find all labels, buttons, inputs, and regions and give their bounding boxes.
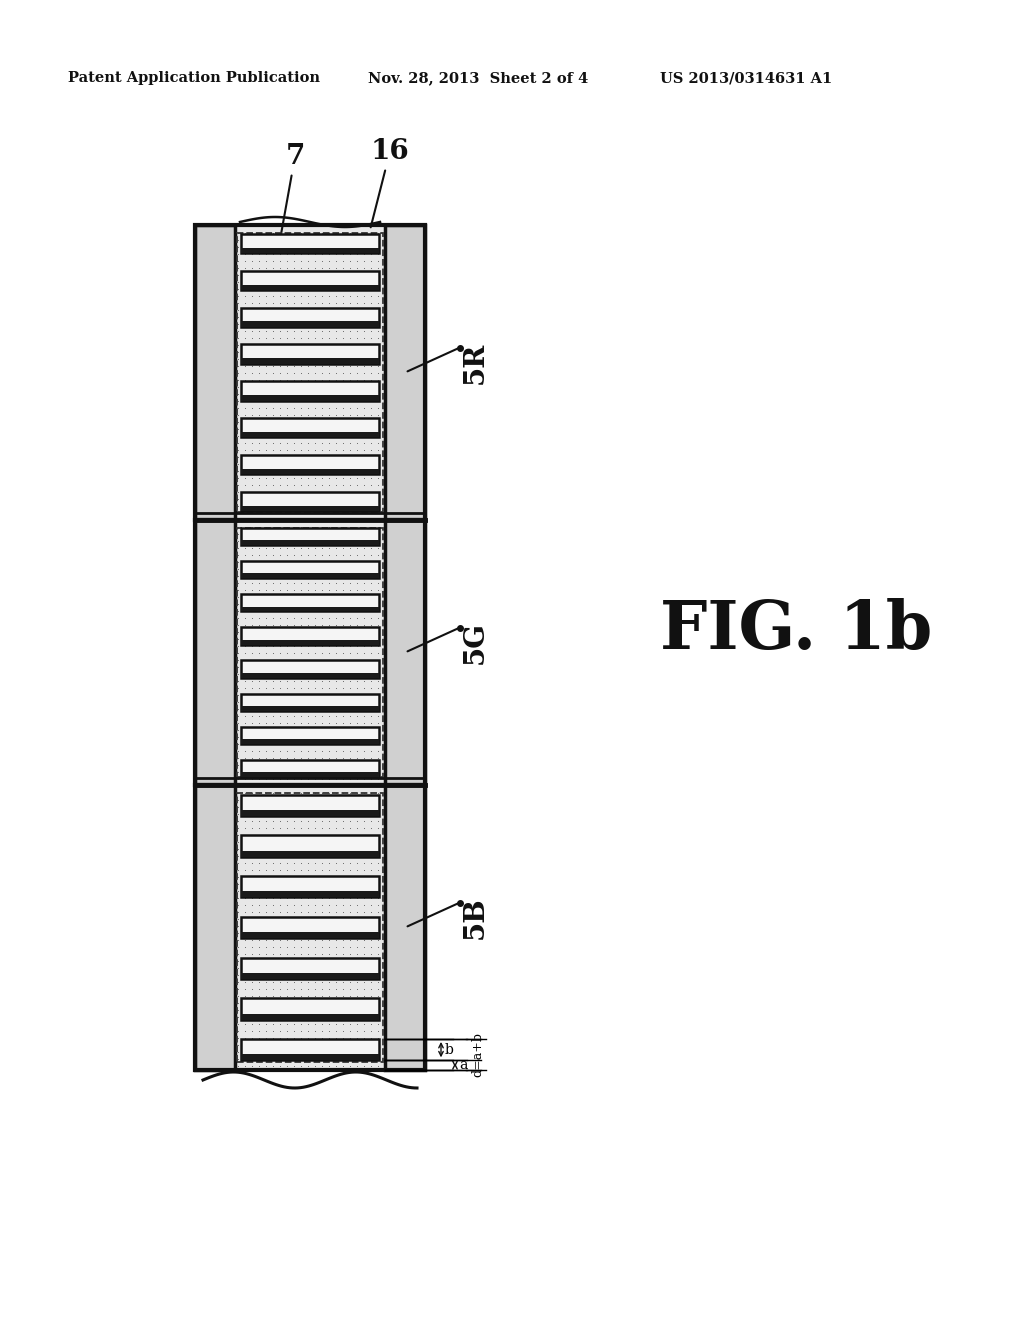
Bar (241, 455, 379, 474)
Bar (241, 271, 379, 290)
Bar (241, 998, 379, 1019)
Bar (241, 673, 379, 677)
Bar (195, 785, 234, 1071)
Bar (241, 432, 379, 437)
Bar (195, 785, 425, 1071)
Bar (241, 876, 379, 898)
Bar (237, 528, 383, 777)
Bar (241, 492, 379, 511)
Bar (234, 224, 385, 1071)
Bar (241, 973, 379, 979)
Bar (241, 234, 379, 253)
Bar (241, 932, 379, 939)
Bar (385, 785, 425, 1071)
Bar (241, 627, 379, 644)
Text: US 2013/0314631 A1: US 2013/0314631 A1 (660, 71, 833, 84)
Bar (241, 760, 379, 777)
Bar (237, 234, 383, 512)
Bar (241, 358, 379, 363)
Text: 16: 16 (371, 139, 410, 227)
Bar (241, 772, 379, 777)
Text: FIG. 1b: FIG. 1b (660, 598, 932, 663)
Text: 7: 7 (281, 143, 305, 238)
Text: 5B: 5B (462, 896, 488, 939)
Bar (195, 224, 234, 520)
Bar (195, 224, 425, 520)
Bar (241, 891, 379, 898)
Text: b: b (445, 1043, 454, 1056)
Bar (241, 727, 379, 744)
Bar (241, 469, 379, 474)
Bar (241, 540, 379, 545)
Bar (241, 381, 379, 400)
Bar (241, 917, 379, 939)
Bar (241, 285, 379, 290)
Bar (195, 520, 234, 785)
Bar (241, 957, 379, 979)
Bar (241, 1014, 379, 1019)
Bar (241, 573, 379, 578)
Bar (385, 520, 425, 785)
Bar (241, 640, 379, 644)
Bar (241, 528, 379, 545)
Bar (241, 506, 379, 511)
Bar (241, 706, 379, 710)
Text: 5R: 5R (462, 342, 488, 384)
Bar (241, 836, 379, 857)
Bar (241, 607, 379, 611)
Bar (241, 660, 379, 677)
Bar (237, 793, 383, 1063)
Bar (241, 739, 379, 744)
Bar (241, 1055, 379, 1060)
Text: a: a (459, 1059, 467, 1072)
Bar (241, 395, 379, 400)
Bar (241, 321, 379, 327)
Bar (241, 561, 379, 578)
Bar (241, 1039, 379, 1060)
Bar (241, 308, 379, 327)
Bar (241, 693, 379, 710)
Text: d=a+b: d=a+b (471, 1032, 484, 1077)
Bar (241, 810, 379, 816)
Text: Patent Application Publication: Patent Application Publication (68, 71, 319, 84)
Bar (241, 795, 379, 816)
Text: 5G: 5G (462, 620, 488, 664)
Bar (241, 850, 379, 857)
Bar (241, 418, 379, 437)
Bar (241, 594, 379, 611)
Bar (241, 248, 379, 253)
Bar (241, 345, 379, 363)
Text: Nov. 28, 2013  Sheet 2 of 4: Nov. 28, 2013 Sheet 2 of 4 (368, 71, 588, 84)
Bar (195, 520, 425, 785)
Bar (385, 224, 425, 520)
